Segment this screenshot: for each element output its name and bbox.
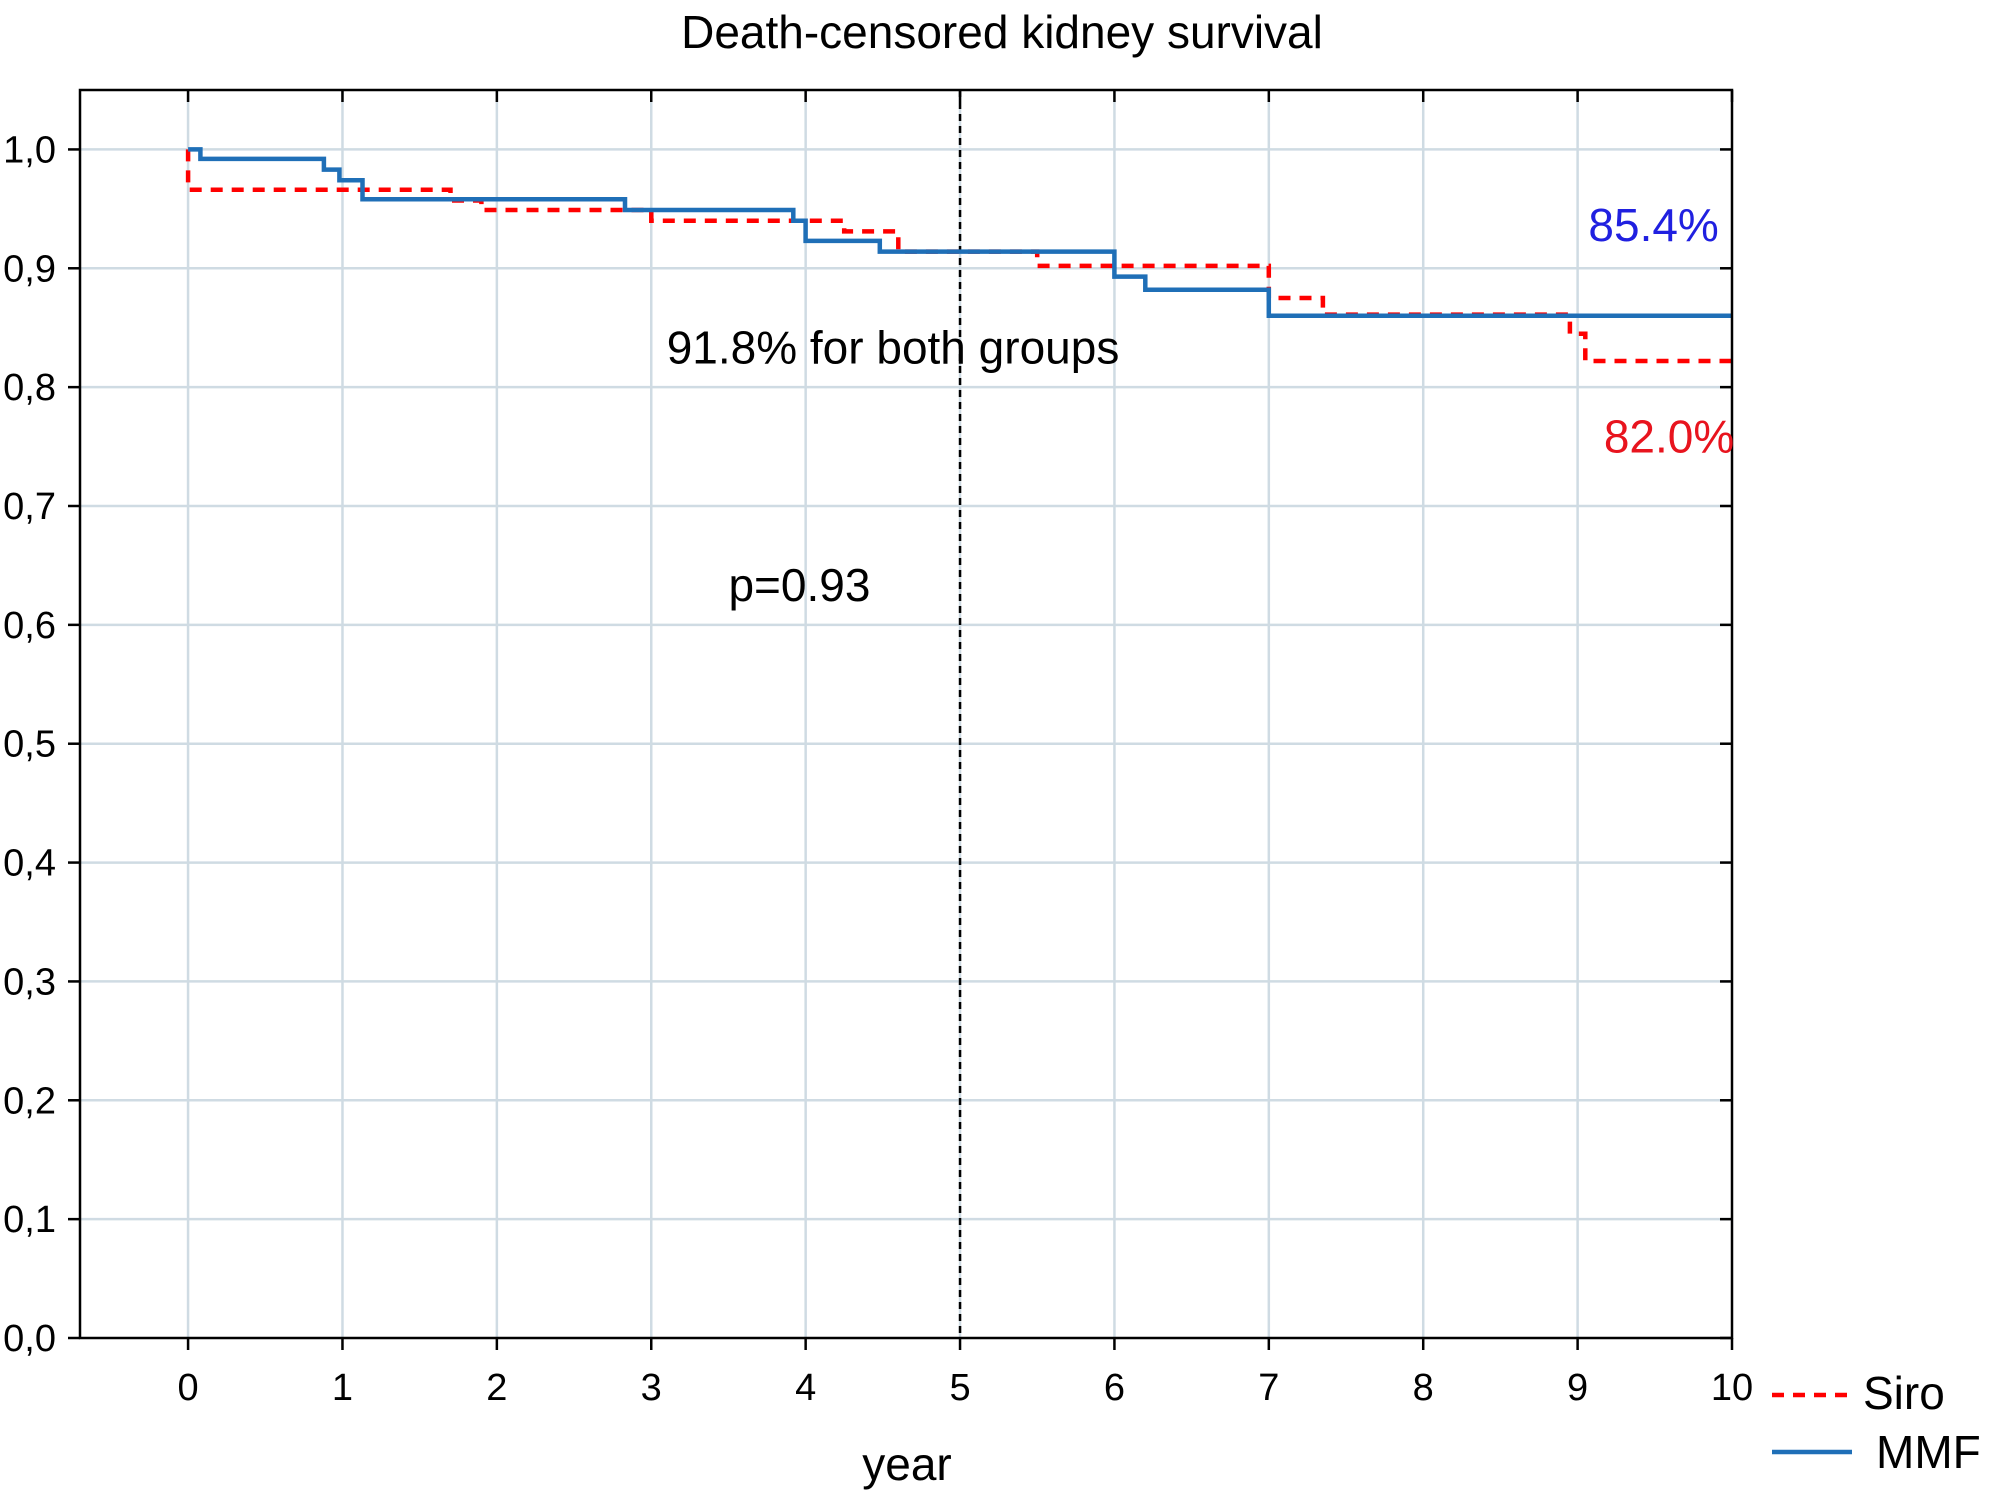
x-tick-label: 6	[1104, 1367, 1125, 1409]
y-tick-label: 0,7	[3, 486, 56, 528]
y-tick-label: 0,6	[3, 605, 56, 647]
y-tick-label: 0,1	[3, 1199, 56, 1241]
y-tick-label: 0,3	[3, 961, 56, 1003]
legend: Siro MMF	[1772, 1367, 1981, 1478]
y-tick-label: 0,2	[3, 1080, 56, 1122]
x-tick-label: 5	[949, 1367, 970, 1409]
x-tick-label: 8	[1413, 1367, 1434, 1409]
annotation-3: p=0.93	[728, 559, 870, 611]
chart-title: Death-censored kidney survival	[681, 6, 1323, 58]
y-tick-label: 0,9	[3, 248, 56, 290]
grid-lines	[80, 90, 1732, 1338]
x-tick-label: 4	[795, 1367, 816, 1409]
x-tick-label: 3	[641, 1367, 662, 1409]
y-tick-label: 0,4	[3, 843, 56, 885]
y-tick-label: 0,5	[3, 724, 56, 766]
series-line-mmf	[188, 147, 1732, 319]
legend-label-siro: Siro	[1863, 1367, 1945, 1419]
x-tick-label: 1	[332, 1367, 353, 1409]
y-tick-label: 1,0	[3, 129, 56, 171]
legend-label-mmf: MMF	[1876, 1426, 1981, 1478]
y-tick-label: 0,8	[3, 367, 56, 409]
x-tick-label: 7	[1258, 1367, 1279, 1409]
y-tick-label: 0,0	[3, 1318, 56, 1360]
annotation-2: 91.8% for both groups	[667, 321, 1120, 373]
annotation-1: 82.0%	[1604, 411, 1734, 463]
y-tick-labels: 0,0 0,1 0,2 0,3 0,4 0,5 0,6 0,7 0,8 0,9 1,0	[3, 129, 56, 1360]
plot-frame	[78, 88, 1734, 1340]
axis-ticks	[68, 90, 1734, 1350]
annotations: 85.4% 82.0% 91.8% for both groups p=0.93	[667, 199, 1735, 611]
x-tick-label: 9	[1567, 1367, 1588, 1409]
x-tick-label: 10	[1711, 1367, 1753, 1409]
x-tick-label: 2	[486, 1367, 507, 1409]
x-axis-label: year	[862, 1438, 951, 1490]
x-tick-labels: 0 1 2 3 4 5 6 7 8 9 10	[178, 1367, 1754, 1409]
annotation-0: 85.4%	[1588, 199, 1718, 251]
x-tick-label: 0	[178, 1367, 199, 1409]
series-group	[185, 147, 1732, 364]
